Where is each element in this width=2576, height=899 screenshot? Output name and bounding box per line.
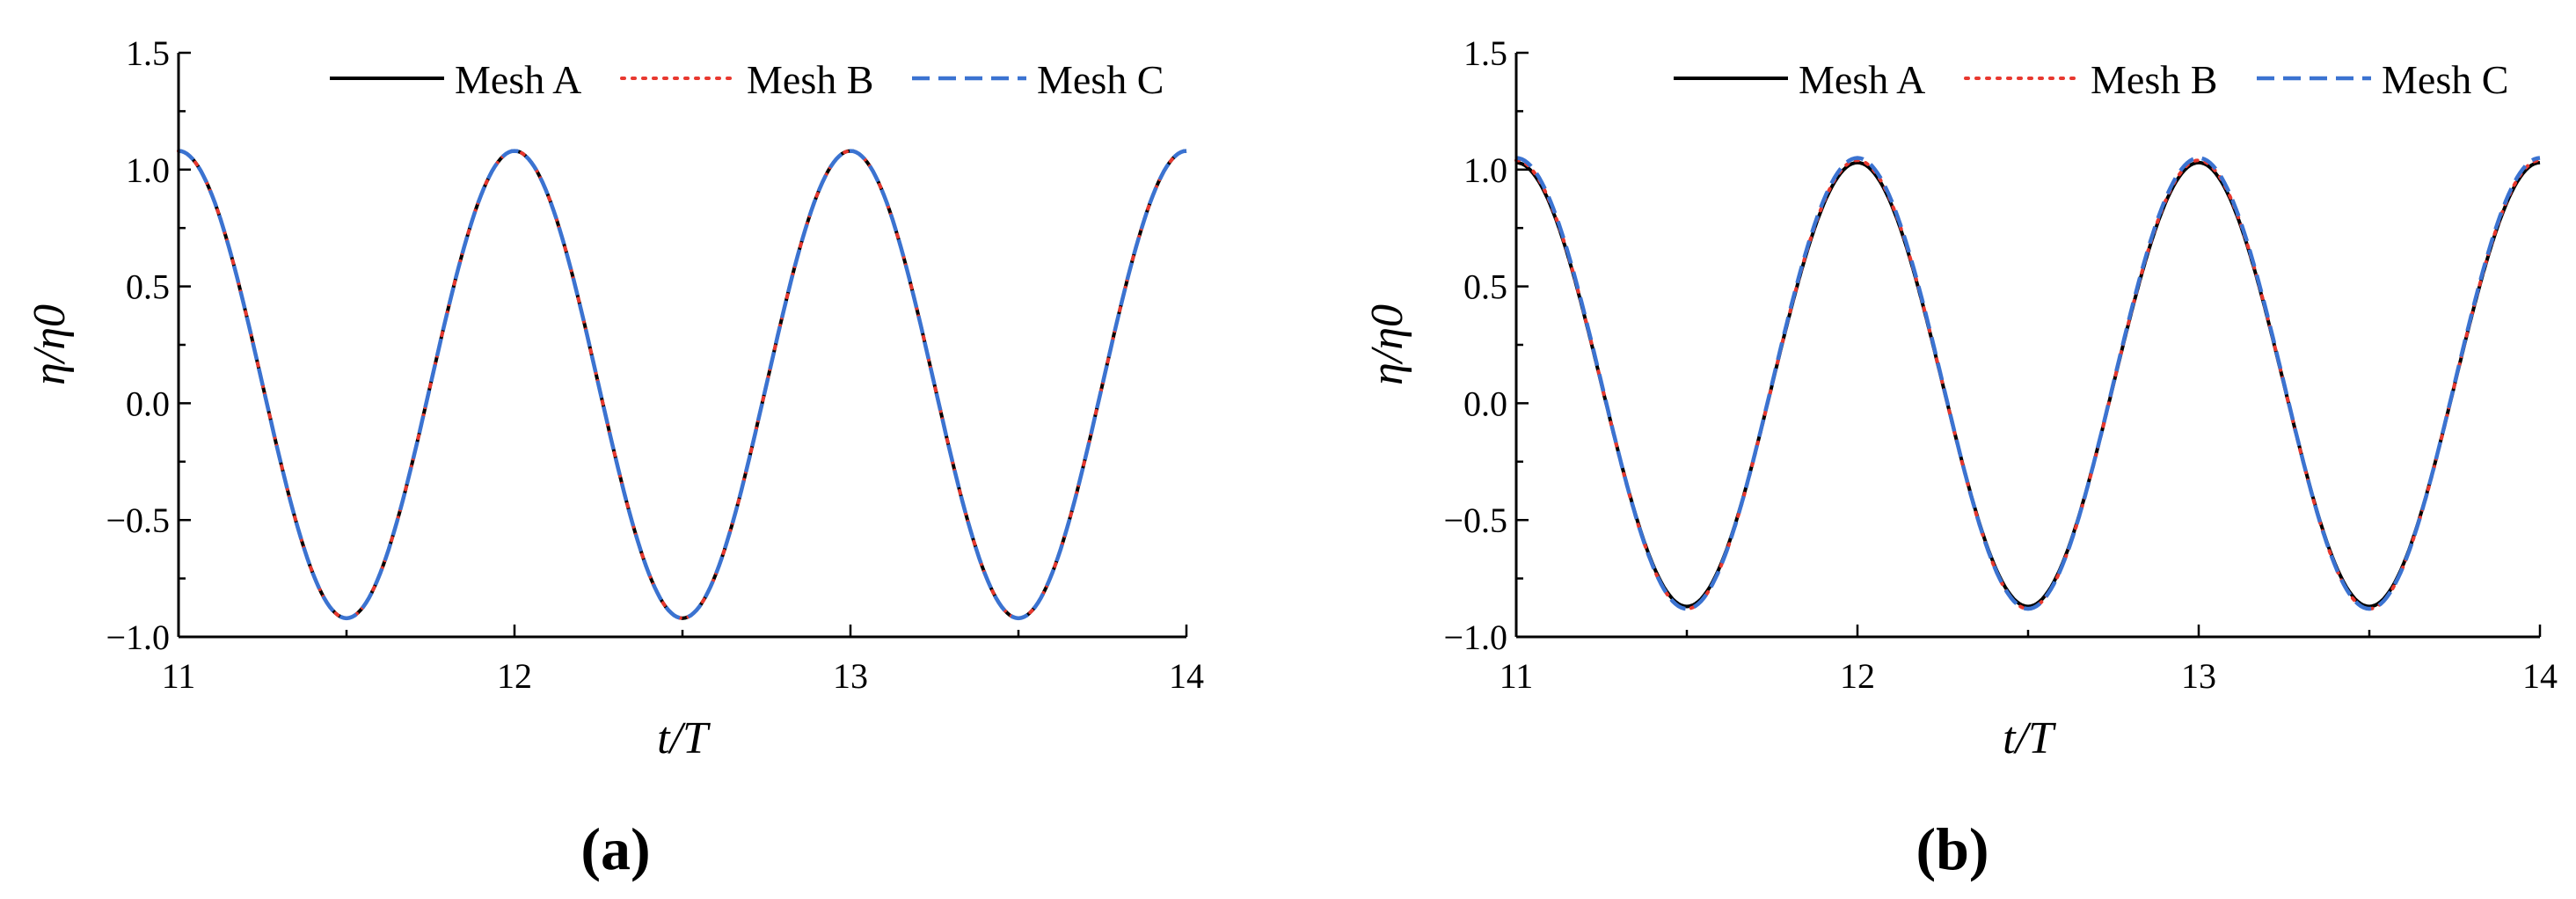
y-tick-label: 0.5 (1463, 267, 1507, 307)
legend-label: Mesh C (1037, 57, 1164, 102)
x-tick-label: 14 (1169, 656, 1204, 696)
y-tick-label: −0.5 (1443, 501, 1507, 540)
legend: Mesh A Mesh B Mesh C (1674, 57, 2508, 102)
series-line-mesh-a (178, 149, 1187, 620)
chart-panel-1: 11 12 13 14 −1.0 −0.5 0.0 0.5 1.0 1.5 t/T η/η0 Mesh … (25, 33, 1204, 882)
y-tick-label: 1.0 (1463, 150, 1507, 190)
y-tick-label: 1.5 (1463, 33, 1507, 73)
x-tick-label: 13 (2181, 656, 2216, 696)
series-line-mesh-a (1515, 160, 2541, 609)
series-line-mesh-c (1515, 156, 2541, 611)
y-axis-label: η/η0 (1362, 304, 1412, 385)
legend: Mesh A Mesh B Mesh C (330, 57, 1164, 102)
x-tick-label: 11 (1500, 656, 1534, 696)
series-line-mesh-b (1514, 158, 2542, 611)
x-tick-label: 12 (497, 656, 532, 696)
y-tick-label: 0.5 (126, 267, 170, 307)
x-tick-label: 11 (162, 656, 196, 696)
legend-label: Mesh B (2091, 57, 2217, 102)
y-tick-label: 1.0 (126, 150, 170, 190)
x-tick-label: 14 (2522, 656, 2558, 696)
legend-label: Mesh B (747, 57, 873, 102)
legend-label: Mesh A (1799, 57, 1925, 102)
y-tick-label: −1.0 (106, 618, 170, 657)
y-tick-label: 1.5 (126, 33, 170, 73)
x-tick-label: 12 (1840, 656, 1875, 696)
legend-label: Mesh C (2382, 57, 2508, 102)
x-tick-label: 13 (833, 656, 868, 696)
y-tick-label: −0.5 (106, 501, 170, 540)
legend-label: Mesh A (455, 57, 581, 102)
chart-panel-2: 11 12 13 14 −1.0 −0.5 0.0 0.5 1.0 1.5 t/T η/η0 Mesh … (1362, 33, 2558, 882)
series-line-mesh-c (178, 149, 1187, 621)
y-tick-label: 0.0 (1463, 384, 1507, 423)
panel-label: (b) (1916, 815, 1989, 882)
y-tick-label: 0.0 (126, 384, 170, 423)
y-tick-label: −1.0 (1443, 618, 1507, 657)
series-line-mesh-b (177, 149, 1188, 620)
panel-label: (a) (580, 815, 650, 882)
x-axis-label: t/T (2003, 713, 2056, 764)
x-axis-label: t/T (657, 713, 711, 764)
y-axis-label: η/η0 (25, 304, 75, 385)
